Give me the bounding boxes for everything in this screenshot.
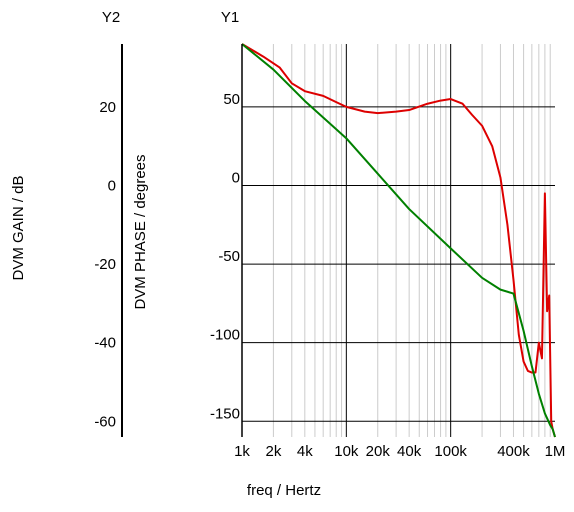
- grid: [242, 44, 555, 437]
- y1-axis-name: Y1: [221, 9, 239, 26]
- series-layer: [241, 43, 556, 438]
- series-line-gain: [241, 43, 556, 438]
- y1-tick-label: 0: [232, 169, 240, 186]
- y2-tick-label: -40: [94, 335, 116, 352]
- y2-tick-label: 0: [108, 177, 116, 194]
- y1-tick-label: -50: [218, 248, 240, 265]
- y2-tick-label: 20: [99, 99, 116, 116]
- x-tick-label: 1M: [545, 443, 566, 460]
- y2-axis-label: DVM GAIN / dB: [10, 175, 27, 280]
- axes: Y2 Y1 DVM GAIN / dB DVM PHASE / degrees …: [10, 9, 565, 499]
- y1-axis-label: DVM PHASE / degrees: [132, 154, 149, 309]
- y2-tick-label: -60: [94, 413, 116, 430]
- x-tick-label: 20k: [366, 443, 391, 460]
- x-axis-label: freq / Hertz: [247, 482, 321, 499]
- x-tick-label: 100k: [434, 443, 467, 460]
- y1-tick-label: -150: [210, 405, 240, 422]
- y2-tick-label: -20: [94, 256, 116, 273]
- x-tick-label: 10k: [334, 443, 359, 460]
- x-tick-label: 40k: [397, 443, 422, 460]
- x-tick-label: 2k: [265, 443, 281, 460]
- x-tick-label: 4k: [297, 443, 313, 460]
- y2-axis-name: Y2: [102, 9, 120, 26]
- x-tick-label: 400k: [497, 443, 530, 460]
- y1-tick-label: 50: [223, 91, 240, 108]
- x-tick-label: 1k: [234, 443, 250, 460]
- series-line-phase: [241, 43, 556, 438]
- y1-tick-label: -100: [210, 327, 240, 344]
